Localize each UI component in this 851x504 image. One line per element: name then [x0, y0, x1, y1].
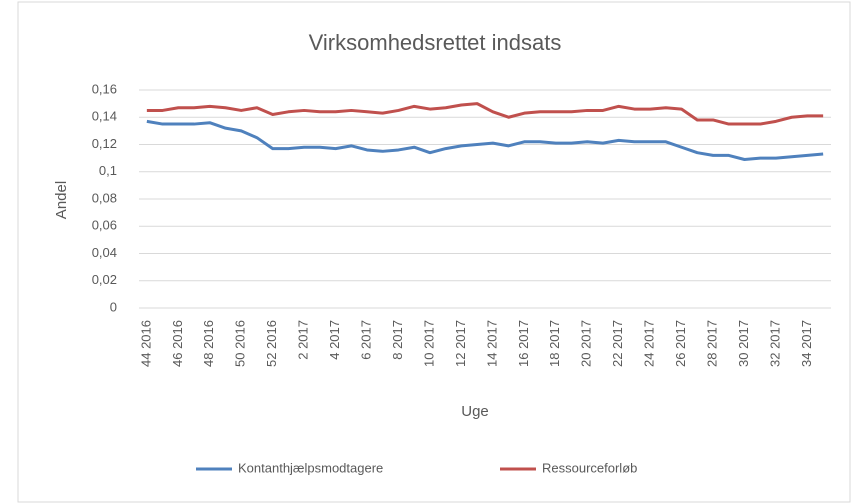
x-tick-label: 12 2017: [453, 320, 468, 367]
x-tick-label: 28 2017: [704, 320, 719, 367]
x-tick-label: 22 2017: [610, 320, 625, 367]
x-tick-label: 50 2016: [233, 320, 248, 367]
x-tick-label: 14 2017: [484, 320, 499, 367]
x-tick-label: 44 2016: [138, 320, 153, 367]
x-axis-label: Uge: [461, 403, 489, 420]
x-tick-label: 46 2016: [170, 320, 185, 367]
x-tick-label: 16 2017: [516, 320, 531, 367]
y-tick-label: 0,06: [92, 218, 117, 233]
chart-title: Virksomhedsrettet indsats: [309, 30, 562, 55]
x-tick-label: 10 2017: [421, 320, 436, 367]
x-tick-label: 2 2017: [296, 320, 311, 360]
x-tick-label: 18 2017: [547, 320, 562, 367]
y-tick-label: 0: [110, 299, 117, 314]
legend-label: Kontanthjælpsmodtagere: [238, 460, 383, 475]
x-tick-label: 26 2017: [673, 320, 688, 367]
data-line: [146, 119, 824, 161]
y-tick-label: 0,08: [92, 190, 117, 205]
x-tick-label: 24 2017: [642, 320, 657, 367]
data-line: [146, 102, 824, 126]
x-tick-label: 20 2017: [579, 320, 594, 367]
x-tick-label: 52 2016: [264, 320, 279, 367]
x-tick-label: 8 2017: [390, 320, 405, 360]
y-axis-label: Andel: [53, 181, 70, 219]
x-tick-label: 4 2017: [327, 320, 342, 360]
y-tick-label: 0,14: [92, 109, 117, 124]
legend-label: Ressourceforløb: [542, 460, 637, 475]
y-tick-label: 0,16: [92, 81, 117, 96]
x-tick-label: 48 2016: [201, 320, 216, 367]
y-tick-label: 0,12: [92, 136, 117, 151]
y-tick-label: 0,04: [92, 245, 117, 260]
x-tick-label: 34 2017: [799, 320, 814, 367]
chart-frame: [17, 1, 851, 503]
y-tick-label: 0,1: [99, 163, 117, 178]
y-tick-label: 0,02: [92, 272, 117, 287]
x-tick-label: 30 2017: [736, 320, 751, 367]
x-tick-label: 32 2017: [767, 320, 782, 367]
x-tick-label: 6 2017: [358, 320, 373, 360]
